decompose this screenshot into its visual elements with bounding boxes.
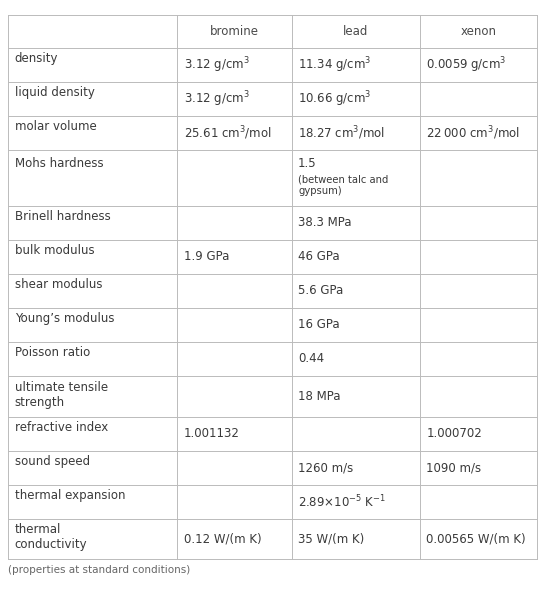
Text: 16 GPa: 16 GPa — [298, 318, 340, 331]
Text: 5.6 GPa: 5.6 GPa — [298, 284, 343, 297]
Text: thermal
conductivity: thermal conductivity — [15, 524, 87, 552]
Text: 1.5: 1.5 — [298, 156, 317, 170]
Text: 18 MPa: 18 MPa — [298, 390, 341, 403]
Text: (between talc and
gypsum): (between talc and gypsum) — [298, 174, 389, 196]
Text: 25.61 cm$^3$/mol: 25.61 cm$^3$/mol — [184, 124, 271, 141]
Text: bromine: bromine — [210, 25, 259, 38]
Text: 0.00565 W/(m K): 0.00565 W/(m K) — [426, 533, 526, 546]
Text: 3.12 g/cm$^3$: 3.12 g/cm$^3$ — [184, 55, 250, 75]
Text: density: density — [15, 52, 58, 65]
Text: 22 000 cm$^3$/mol: 22 000 cm$^3$/mol — [426, 124, 520, 141]
Text: liquid density: liquid density — [15, 86, 95, 99]
Text: 1.001132: 1.001132 — [184, 427, 240, 440]
Text: ultimate tensile
strength: ultimate tensile strength — [15, 381, 108, 409]
Text: Mohs hardness: Mohs hardness — [15, 156, 104, 170]
Text: shear modulus: shear modulus — [15, 278, 102, 291]
Text: bulk modulus: bulk modulus — [15, 244, 94, 257]
Text: 1090 m/s: 1090 m/s — [426, 461, 481, 474]
Text: 11.34 g/cm$^3$: 11.34 g/cm$^3$ — [298, 55, 372, 75]
Text: 38.3 MPa: 38.3 MPa — [298, 216, 352, 229]
Text: 3.12 g/cm$^3$: 3.12 g/cm$^3$ — [184, 89, 250, 109]
Text: 2.89×10$^{-5}$ K$^{-1}$: 2.89×10$^{-5}$ K$^{-1}$ — [298, 493, 386, 510]
Text: lead: lead — [343, 25, 368, 38]
Text: molar volume: molar volume — [15, 120, 96, 133]
Text: Brinell hardness: Brinell hardness — [15, 210, 111, 223]
Text: thermal expansion: thermal expansion — [15, 489, 125, 501]
Text: 35 W/(m K): 35 W/(m K) — [298, 533, 365, 546]
Text: 18.27 cm$^3$/mol: 18.27 cm$^3$/mol — [298, 124, 385, 141]
Text: xenon: xenon — [460, 25, 496, 38]
Text: 0.12 W/(m K): 0.12 W/(m K) — [184, 533, 261, 546]
Text: refractive index: refractive index — [15, 421, 108, 433]
Text: Young’s modulus: Young’s modulus — [15, 312, 114, 325]
Text: (properties at standard conditions): (properties at standard conditions) — [8, 565, 190, 576]
Text: Poisson ratio: Poisson ratio — [15, 346, 90, 359]
Text: 10.66 g/cm$^3$: 10.66 g/cm$^3$ — [298, 89, 372, 109]
Text: 0.0059 g/cm$^3$: 0.0059 g/cm$^3$ — [426, 55, 506, 75]
Text: sound speed: sound speed — [15, 455, 90, 467]
Text: 1260 m/s: 1260 m/s — [298, 461, 353, 474]
Text: 1.000702: 1.000702 — [426, 427, 482, 440]
Text: 0.44: 0.44 — [298, 352, 324, 365]
Text: 1.9 GPa: 1.9 GPa — [184, 250, 229, 263]
Text: 46 GPa: 46 GPa — [298, 250, 340, 263]
